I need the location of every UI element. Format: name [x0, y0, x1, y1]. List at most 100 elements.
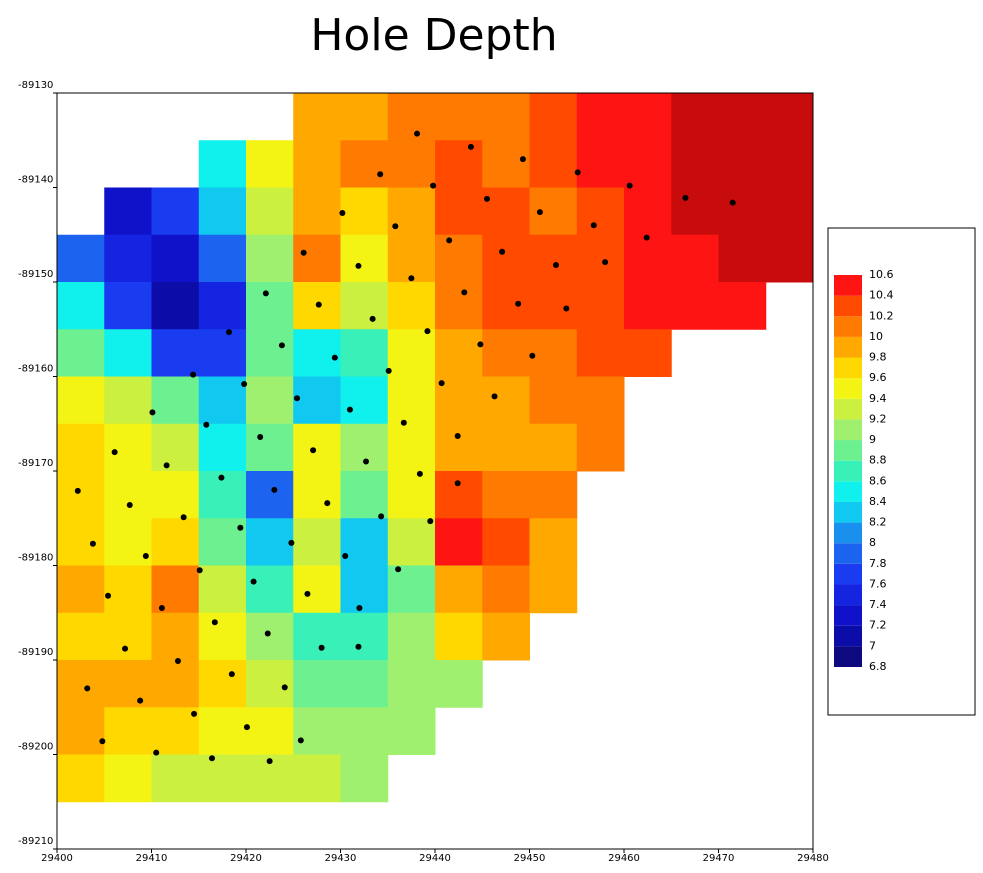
depth-cell: [435, 565, 483, 614]
depth-cell: [340, 93, 389, 141]
depth-cell: [151, 376, 200, 425]
depth-cell: [151, 612, 200, 661]
hole: [491, 393, 498, 400]
depth-cell: [576, 329, 625, 377]
hole: [218, 474, 225, 481]
depth-cell: [482, 329, 530, 377]
depth-cell: [151, 707, 200, 755]
hole: [74, 487, 81, 494]
legend-label: 9.8: [869, 351, 887, 364]
hole: [237, 524, 244, 531]
depth-cell: [198, 707, 247, 755]
depth-cell: [340, 565, 389, 614]
depth-cell: [718, 234, 767, 283]
y-tick-label: -89160: [18, 364, 53, 375]
depth-cell: [765, 187, 814, 236]
depth-cell: [104, 282, 152, 330]
hole: [515, 300, 522, 307]
hole: [89, 540, 96, 547]
depth-cell: [529, 423, 578, 472]
depth-cell: [576, 282, 625, 330]
hole: [278, 342, 285, 349]
depth-cell: [293, 140, 341, 188]
depth-cell: [198, 565, 247, 614]
hole: [467, 143, 474, 150]
depth-cell: [482, 518, 530, 566]
x-tick-label: 29440: [419, 853, 451, 864]
legend-label: 8: [869, 536, 876, 549]
depth-cell: [435, 612, 483, 661]
depth-cell: [198, 329, 247, 377]
hole: [552, 261, 559, 268]
legend-swatch: [834, 460, 862, 482]
hole: [264, 630, 271, 637]
depth-cell: [387, 329, 436, 377]
depth-cell: [765, 140, 814, 188]
hole: [241, 381, 248, 388]
depth-cell: [576, 423, 625, 472]
depth-cell: [151, 754, 200, 803]
depth-cell: [671, 282, 719, 330]
hole: [142, 553, 149, 560]
legend-swatch: [834, 625, 862, 647]
hole: [191, 710, 198, 717]
hole: [257, 433, 264, 440]
legend-label: 10.6: [869, 268, 894, 281]
depth-cell: [718, 140, 767, 188]
depth-cell: [576, 187, 625, 236]
depth-cell: [718, 282, 767, 330]
depth-cell: [671, 93, 719, 141]
depth-cell: [151, 471, 200, 519]
depth-cell: [435, 329, 483, 377]
hole: [196, 567, 203, 574]
legend-label: 9.6: [869, 371, 887, 384]
hole: [297, 737, 304, 744]
depth-cell: [293, 707, 341, 755]
hole: [281, 684, 288, 691]
depth-cell: [151, 234, 200, 283]
depth-cell: [435, 471, 483, 519]
depth-cell: [57, 423, 105, 472]
hole: [346, 406, 353, 413]
depth-cell: [576, 93, 625, 141]
depth-cell: [246, 234, 294, 283]
depth-cell: [529, 234, 578, 283]
hole: [427, 518, 434, 525]
depth-cell: [246, 376, 294, 425]
depth-cell: [198, 187, 247, 236]
depth-cell: [57, 376, 105, 425]
depth-cell: [387, 565, 436, 614]
depth-cell: [482, 471, 530, 519]
y-tick-label: -89170: [18, 458, 53, 469]
depth-cell: [482, 93, 530, 141]
depth-cell: [624, 187, 672, 236]
legend-swatch: [834, 419, 862, 441]
depth-cell: [482, 376, 530, 425]
contour-field: [57, 93, 814, 803]
depth-cell: [387, 518, 436, 566]
depth-cell: [104, 660, 152, 708]
depth-cell: [293, 471, 341, 519]
depth-cell: [624, 329, 672, 377]
hole: [446, 237, 453, 244]
y-tick-label: -89180: [18, 553, 53, 564]
depth-cell: [246, 707, 294, 755]
legend-label: 8.4: [869, 495, 887, 508]
depth-cell: [151, 329, 200, 377]
hole: [574, 169, 581, 176]
legend-label: 6.8: [869, 660, 887, 673]
depth-cell: [482, 423, 530, 472]
hole: [324, 500, 331, 507]
depth-cell: [482, 234, 530, 283]
depth-cell: [435, 234, 483, 283]
x-tick-label: 29410: [136, 853, 168, 864]
legend-swatch: [834, 522, 862, 544]
legend-swatch: [834, 357, 862, 379]
hole: [99, 738, 106, 745]
hole: [122, 645, 129, 652]
hole: [158, 605, 165, 612]
hole: [416, 470, 423, 477]
depth-cell: [529, 187, 578, 236]
legend-swatch: [834, 584, 862, 606]
